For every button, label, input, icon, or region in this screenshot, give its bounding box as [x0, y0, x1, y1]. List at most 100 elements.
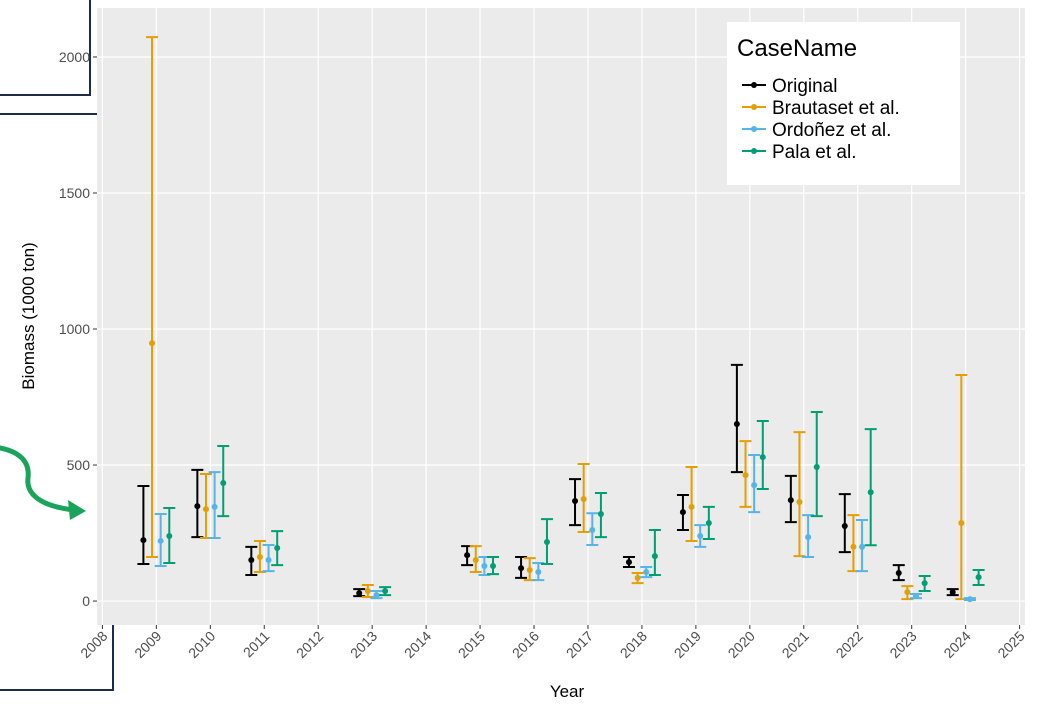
- point: [705, 519, 712, 526]
- point: [813, 463, 820, 470]
- x-tick-label: 2009: [131, 628, 164, 661]
- legend: [727, 22, 960, 185]
- legend-swatch: [751, 126, 757, 132]
- point: [140, 537, 147, 544]
- point: [220, 479, 227, 486]
- legend-label: Brautaset et al.: [772, 98, 900, 119]
- error-bar: [146, 36, 159, 558]
- x-tick-label: 2013: [347, 628, 380, 661]
- x-tick-label: 2024: [940, 628, 973, 661]
- point: [688, 503, 695, 510]
- point: [859, 543, 866, 550]
- point: [904, 589, 911, 596]
- point: [913, 593, 920, 600]
- pointer-arrow: [0, 445, 77, 513]
- x-tick-label: 2008: [77, 628, 110, 661]
- point: [256, 553, 263, 560]
- legend-label: Original: [772, 76, 837, 97]
- point: [472, 556, 479, 563]
- point: [787, 497, 794, 504]
- point: [490, 562, 497, 569]
- x-tick-label: 2020: [725, 628, 758, 661]
- error-bar: [730, 363, 743, 474]
- point: [625, 559, 632, 566]
- point: [356, 590, 363, 597]
- legend-swatch: [751, 82, 757, 88]
- point: [850, 543, 857, 550]
- point: [274, 545, 281, 552]
- y-tick-label: 0: [82, 593, 90, 609]
- side-panel: [0, 0, 91, 96]
- legend-label: Ordoñez et al.: [772, 120, 891, 141]
- point: [211, 503, 218, 510]
- legend-swatch: [751, 148, 757, 154]
- point: [597, 511, 604, 518]
- point: [572, 497, 579, 504]
- point: [921, 580, 928, 587]
- x-tick-label: 2014: [401, 628, 434, 661]
- point: [796, 499, 803, 506]
- point: [149, 340, 156, 347]
- point: [975, 574, 982, 581]
- point: [526, 567, 533, 574]
- point: [157, 537, 164, 544]
- point: [202, 506, 209, 513]
- point: [966, 596, 973, 603]
- error-bar: [864, 428, 877, 547]
- legend-title: CaseName: [737, 35, 857, 62]
- error-bar: [648, 529, 661, 576]
- y-tick-label: 1000: [59, 321, 90, 337]
- point: [697, 533, 704, 540]
- point: [751, 482, 758, 489]
- point: [535, 568, 542, 575]
- legend-swatch: [751, 104, 757, 110]
- x-tick-label: 2012: [293, 628, 326, 661]
- pointer-arrow-head: [68, 500, 86, 520]
- point: [589, 527, 596, 534]
- x-tick-label: 2010: [185, 628, 218, 661]
- point: [733, 420, 740, 427]
- point: [634, 574, 641, 581]
- point: [543, 539, 550, 546]
- x-tick-label: 2022: [833, 628, 866, 661]
- x-tick-label: 2021: [779, 628, 812, 661]
- x-tick-label: 2019: [671, 628, 704, 661]
- x-tick-label: 2025: [994, 628, 1027, 661]
- error-bar: [137, 484, 150, 566]
- y-axis-label: Biomass (1000 ton): [19, 242, 38, 389]
- point: [805, 534, 812, 541]
- point: [373, 592, 380, 599]
- point: [679, 509, 686, 516]
- point: [194, 503, 201, 510]
- point: [759, 454, 766, 461]
- side-panel: [0, 113, 114, 691]
- point: [166, 533, 173, 540]
- point: [742, 472, 749, 479]
- x-tick-label: 2011: [240, 628, 273, 661]
- x-tick-label: 2017: [563, 628, 596, 661]
- x-tick-label: 2018: [617, 628, 650, 661]
- y-tick-label: 1500: [59, 185, 90, 201]
- point: [895, 570, 902, 577]
- legend-label: Pala et al.: [772, 142, 857, 163]
- point: [651, 553, 658, 560]
- point: [265, 556, 272, 563]
- point: [364, 587, 371, 594]
- point: [382, 587, 389, 594]
- x-tick-label: 2015: [455, 628, 488, 661]
- point: [949, 589, 956, 596]
- y-tick-label: 500: [67, 457, 91, 473]
- x-axis-label: Year: [550, 682, 585, 701]
- y-tick-label: 2000: [59, 49, 90, 65]
- point: [867, 489, 874, 496]
- point: [958, 519, 965, 526]
- x-tick-label: 2023: [886, 628, 919, 661]
- x-tick-label: 2016: [509, 628, 542, 661]
- point: [464, 552, 471, 559]
- point: [518, 565, 525, 572]
- point: [841, 522, 848, 529]
- point: [643, 568, 650, 575]
- point: [248, 556, 255, 563]
- point: [580, 496, 587, 503]
